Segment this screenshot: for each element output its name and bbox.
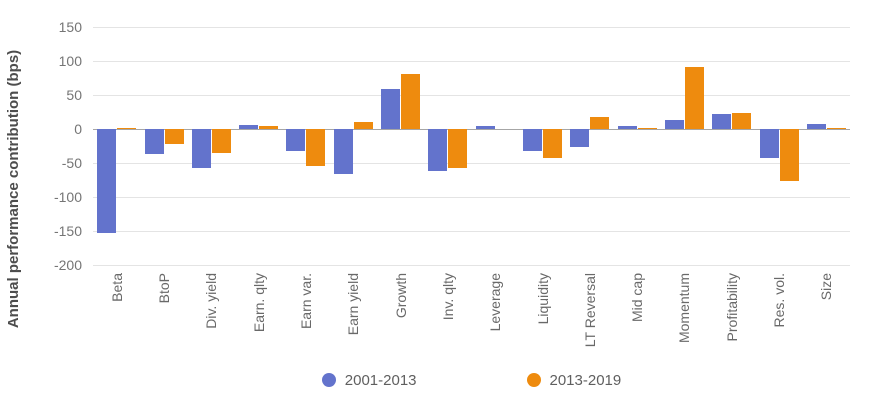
bar-2013-2019-size[interactable] bbox=[826, 127, 846, 129]
x-category-label-size: Size bbox=[818, 273, 835, 301]
bar-2013-2019-profitability[interactable] bbox=[732, 112, 752, 129]
bar-2001-2013-btop[interactable] bbox=[144, 129, 164, 155]
x-category-label-leverage: Leverage bbox=[487, 273, 504, 332]
x-category-label-momentum: Momentum bbox=[676, 273, 693, 344]
bar-2013-2019-lt-reversal[interactable] bbox=[590, 117, 610, 129]
y-tick-label: -50 bbox=[61, 154, 82, 171]
bar-2013-2019-beta[interactable] bbox=[117, 127, 137, 129]
y-tick-label: 100 bbox=[58, 52, 82, 69]
bar-2001-2013-inv-qlty[interactable] bbox=[428, 129, 448, 171]
x-category-label-lt-reversal: LT Reversal bbox=[581, 273, 598, 348]
gridline bbox=[93, 197, 850, 198]
zero-axis-line bbox=[93, 129, 850, 130]
y-tick-label: 0 bbox=[74, 120, 82, 137]
bar-2001-2013-res-vol[interactable] bbox=[759, 129, 779, 158]
bar-2001-2013-earn-yield[interactable] bbox=[333, 129, 353, 174]
bar-2001-2013-earn-var[interactable] bbox=[286, 129, 306, 151]
y-tick-label: -200 bbox=[53, 256, 82, 273]
bar-2001-2013-div-yield[interactable] bbox=[191, 129, 211, 169]
x-category-label-inv-qlty: Inv. qlty bbox=[439, 273, 456, 321]
bar-2001-2013-growth[interactable] bbox=[381, 88, 400, 129]
bar-2001-2013-profitability[interactable] bbox=[712, 114, 732, 129]
legend-dot-blue-icon bbox=[321, 373, 336, 387]
bar-2013-2019-res-vol[interactable] bbox=[779, 129, 799, 181]
bar-2013-2019-growth[interactable] bbox=[401, 73, 420, 129]
bar-2013-2019-earn-var[interactable] bbox=[306, 129, 326, 167]
legend-entry-2001-2013: 2001-2013 bbox=[321, 371, 417, 389]
bar-2013-2019-inv-qlty[interactable] bbox=[448, 129, 468, 168]
x-category-label-beta: Beta bbox=[108, 273, 125, 302]
legend-label: 2001-2013 bbox=[344, 371, 417, 389]
bar-2013-2019-earn-yield[interactable] bbox=[353, 122, 373, 129]
x-category-label-div-yield: Div. yield bbox=[203, 273, 220, 329]
bar-2013-2019-btop[interactable] bbox=[164, 129, 184, 144]
x-category-label-profitability: Profitability bbox=[723, 273, 740, 342]
bar-2001-2013-leverage[interactable] bbox=[475, 126, 495, 129]
gridline bbox=[93, 95, 850, 96]
bar-2001-2013-liquidity[interactable] bbox=[523, 129, 542, 152]
bar-2013-2019-mid-cap[interactable] bbox=[637, 128, 657, 129]
y-tick-label: -100 bbox=[53, 188, 82, 205]
legend-dot-orange-icon bbox=[526, 373, 541, 387]
bar-2001-2013-momentum[interactable] bbox=[664, 120, 684, 129]
x-category-label-earn-qlty: Earn. qlty bbox=[250, 273, 267, 333]
bar-2001-2013-beta[interactable] bbox=[97, 129, 117, 233]
gridline bbox=[93, 231, 850, 232]
x-category-label-growth: Growth bbox=[392, 273, 409, 319]
bar-2013-2019-div-yield[interactable] bbox=[211, 129, 231, 153]
x-category-label-liquidity: Liquidity bbox=[534, 273, 551, 325]
x-category-label-earn-var: Earn var. bbox=[297, 273, 314, 330]
bar-2001-2013-lt-reversal[interactable] bbox=[570, 129, 590, 147]
x-category-label-earn-yield: Earn yield bbox=[345, 273, 362, 336]
x-category-label-btop: BtoP bbox=[156, 273, 172, 304]
x-category-label-mid-cap: Mid cap bbox=[629, 273, 646, 323]
bar-2001-2013-mid-cap[interactable] bbox=[617, 125, 637, 129]
bar-2001-2013-size[interactable] bbox=[806, 123, 826, 129]
y-tick-label: 150 bbox=[58, 18, 82, 35]
y-tick-label: 50 bbox=[66, 86, 82, 103]
bar-2013-2019-earn-qlty[interactable] bbox=[259, 125, 279, 129]
legend-label: 2013-2019 bbox=[549, 371, 622, 389]
x-category-label-res-vol: Res. vol. bbox=[771, 273, 787, 328]
gridline bbox=[93, 265, 850, 266]
gridline bbox=[93, 163, 850, 164]
bar-2001-2013-earn-qlty[interactable] bbox=[239, 124, 259, 129]
legend: 2001-2013 2013-2019 bbox=[93, 367, 850, 393]
gridline bbox=[93, 27, 850, 28]
bar-2013-2019-momentum[interactable] bbox=[684, 67, 704, 129]
y-tick-label: -150 bbox=[53, 222, 82, 239]
bar-2013-2019-liquidity[interactable] bbox=[543, 129, 562, 158]
gridline bbox=[93, 61, 850, 62]
legend-entry-2013-2019: 2013-2019 bbox=[526, 371, 622, 389]
